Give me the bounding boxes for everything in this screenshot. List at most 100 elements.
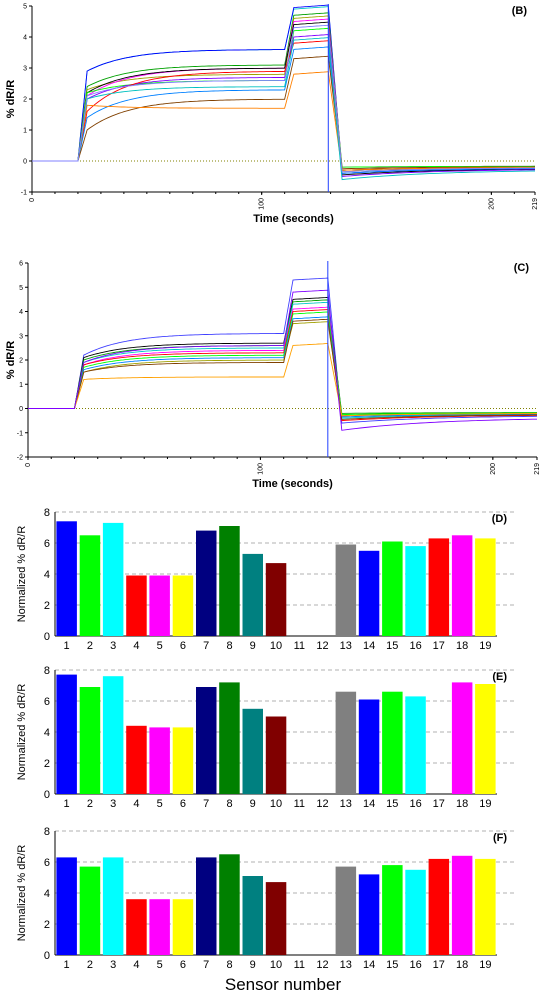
y-tick-label: 2 — [44, 758, 50, 770]
y-tick-label: 5 — [23, 4, 27, 11]
x-tick-label: 14 — [363, 798, 375, 810]
x-tick-label: 200 — [490, 463, 497, 475]
x-tick-label: 100 — [257, 463, 264, 475]
y-tick-label: 1 — [19, 382, 23, 389]
sensor-response-line — [28, 316, 537, 418]
sensor-bar — [102, 676, 124, 794]
y-tick-label: 4 — [44, 888, 50, 900]
y-tick-label: 1 — [23, 128, 27, 135]
y-tick-label: 4 — [23, 35, 27, 42]
sensor-bar — [265, 716, 287, 794]
x-tick-label: 200 — [488, 198, 495, 210]
x-tick-label: 11 — [294, 640, 305, 652]
sensor-bar — [335, 544, 357, 636]
y-tick-label: 0 — [44, 789, 50, 801]
x-tick-label: 18 — [456, 959, 468, 971]
x-tick-label: 15 — [386, 798, 398, 810]
y-tick-label: 6 — [19, 261, 23, 268]
panel-label: (F) — [493, 832, 507, 844]
sensor-response-line — [28, 289, 537, 431]
y-tick-label: -1 — [17, 430, 23, 437]
sensor-response-line — [32, 18, 536, 168]
sensor-response-line — [28, 306, 538, 417]
sensor-response-line — [32, 37, 536, 181]
sensor-bar — [79, 535, 101, 637]
y-tick-label: 4 — [19, 309, 23, 316]
sensor-response-line — [28, 311, 537, 416]
x-tick-label: 16 — [409, 959, 421, 971]
x-tick-label: 7 — [203, 798, 209, 810]
x-tick-label: 14 — [363, 640, 375, 652]
x-tick-label: 5 — [157, 640, 163, 652]
sensor-bar — [79, 866, 101, 955]
y-axis-label: % dR/R — [5, 80, 17, 119]
x-tick-label: 1 — [64, 798, 70, 810]
sensor-bar — [242, 708, 263, 795]
sensor-bar — [451, 855, 473, 955]
x-tick-label: 3 — [110, 798, 116, 810]
y-tick-label: 0 — [19, 406, 23, 413]
x-tick-label: 0 — [25, 463, 32, 467]
y-tick-label: 4 — [44, 727, 50, 739]
x-axis-label: Time (seconds) — [253, 213, 334, 225]
x-axis-label: Time (seconds) — [252, 478, 333, 490]
y-tick-label: 6 — [44, 696, 50, 708]
x-tick-label: 17 — [433, 959, 445, 971]
x-tick-label: 18 — [456, 798, 468, 810]
sensor-response-line — [28, 318, 538, 420]
sensor-response-line — [32, 27, 536, 168]
x-tick-label: 11 — [294, 798, 305, 810]
sensor-bar — [451, 682, 473, 794]
line-chart-c: -2 -1 0 1 2 3 4 5 6 0 100 200 219 (C) Time (seconds) % … — [5, 261, 541, 491]
x-tick-label: 10 — [270, 959, 282, 971]
x-tick-label: 7 — [203, 959, 209, 971]
x-tick-label: 17 — [433, 640, 445, 652]
x-tick-label: 6 — [180, 640, 186, 652]
panel-label: (C) — [514, 262, 530, 274]
x-tick-label: 6 — [180, 959, 186, 971]
y-axis-label: Normalized % dR/R — [16, 845, 28, 942]
sensor-response-line — [32, 71, 536, 171]
x-tick-label: 16 — [409, 640, 421, 652]
x-tick-label: 8 — [226, 798, 232, 810]
panel-label: (E) — [492, 671, 507, 683]
y-tick-label: 3 — [23, 66, 27, 73]
y-tick-label: -2 — [17, 455, 23, 462]
sensor-bar — [219, 526, 240, 636]
sensor-bar — [405, 546, 426, 636]
x-tick-label: 219 — [532, 198, 539, 210]
x-tick-label: 100 — [259, 198, 266, 210]
x-tick-label: 19 — [479, 798, 491, 810]
sensor-response-line — [28, 301, 537, 419]
sensor-bar — [172, 899, 194, 955]
sensor-response-line — [32, 55, 536, 170]
sensor-bar — [358, 699, 380, 794]
sensor-response-line — [28, 343, 538, 417]
x-tick-label: 4 — [133, 798, 139, 810]
sensor-bar — [475, 858, 496, 955]
x-tick-label: 8 — [226, 959, 232, 971]
sensor-bar — [265, 882, 287, 955]
sensor-response-line — [32, 34, 536, 177]
sensor-response-line — [28, 309, 537, 422]
panel-label: (D) — [492, 513, 508, 525]
sensor-bar — [382, 541, 403, 636]
sensor-bar — [196, 857, 217, 955]
sensor-bar — [79, 687, 101, 794]
sensor-bar — [428, 858, 450, 955]
sensor-bar — [335, 866, 357, 955]
x-tick-label: 4 — [133, 640, 139, 652]
sensor-bar — [126, 725, 147, 794]
x-tick-label: 19 — [479, 959, 491, 971]
x-tick-label: 14 — [363, 959, 375, 971]
sensor-bar — [126, 575, 147, 636]
sensor-response-line — [32, 46, 536, 174]
sensor-bar — [149, 575, 170, 636]
x-tick-label: 7 — [203, 640, 209, 652]
x-tick-label: 12 — [316, 640, 328, 652]
sensor-response-line — [32, 40, 536, 171]
y-axis-label: Normalized % dR/R — [16, 526, 28, 623]
sensor-bar — [265, 563, 287, 636]
